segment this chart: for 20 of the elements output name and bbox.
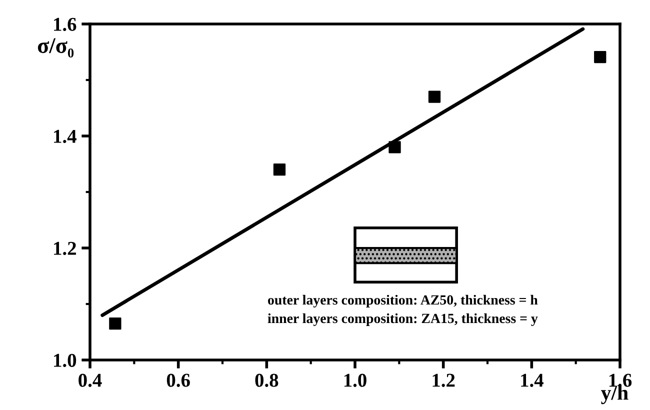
x-axis-title: y/h xyxy=(601,385,628,404)
point xyxy=(273,164,286,176)
y-tick-label: 1.0 xyxy=(54,354,76,368)
y-tick-label: 1.2 xyxy=(54,242,76,256)
point xyxy=(428,90,441,103)
annotation: outer layers composition: AZ50, thickness = h xyxy=(268,294,538,308)
x-tick-label: 0.4 xyxy=(78,374,102,387)
point xyxy=(109,318,122,330)
point xyxy=(594,50,606,64)
x-tick-label: 1.2 xyxy=(432,374,455,387)
point xyxy=(388,141,401,154)
y-axis-title: σ/σ₀ xyxy=(38,38,74,58)
x-tick-label: 1.4 xyxy=(521,374,544,387)
x-tick-label: 1.0 xyxy=(344,374,366,387)
x-tick-label: 1.6 xyxy=(609,374,632,387)
y-tick-label: 1.6 xyxy=(54,18,76,32)
x-tick-label: 0.8 xyxy=(255,374,278,387)
x-tick-label: 0.6 xyxy=(166,374,190,387)
annotation: inner layers composition: ZA15, thickness = y xyxy=(268,313,538,326)
y-tick-label: 1.4 xyxy=(54,130,76,144)
